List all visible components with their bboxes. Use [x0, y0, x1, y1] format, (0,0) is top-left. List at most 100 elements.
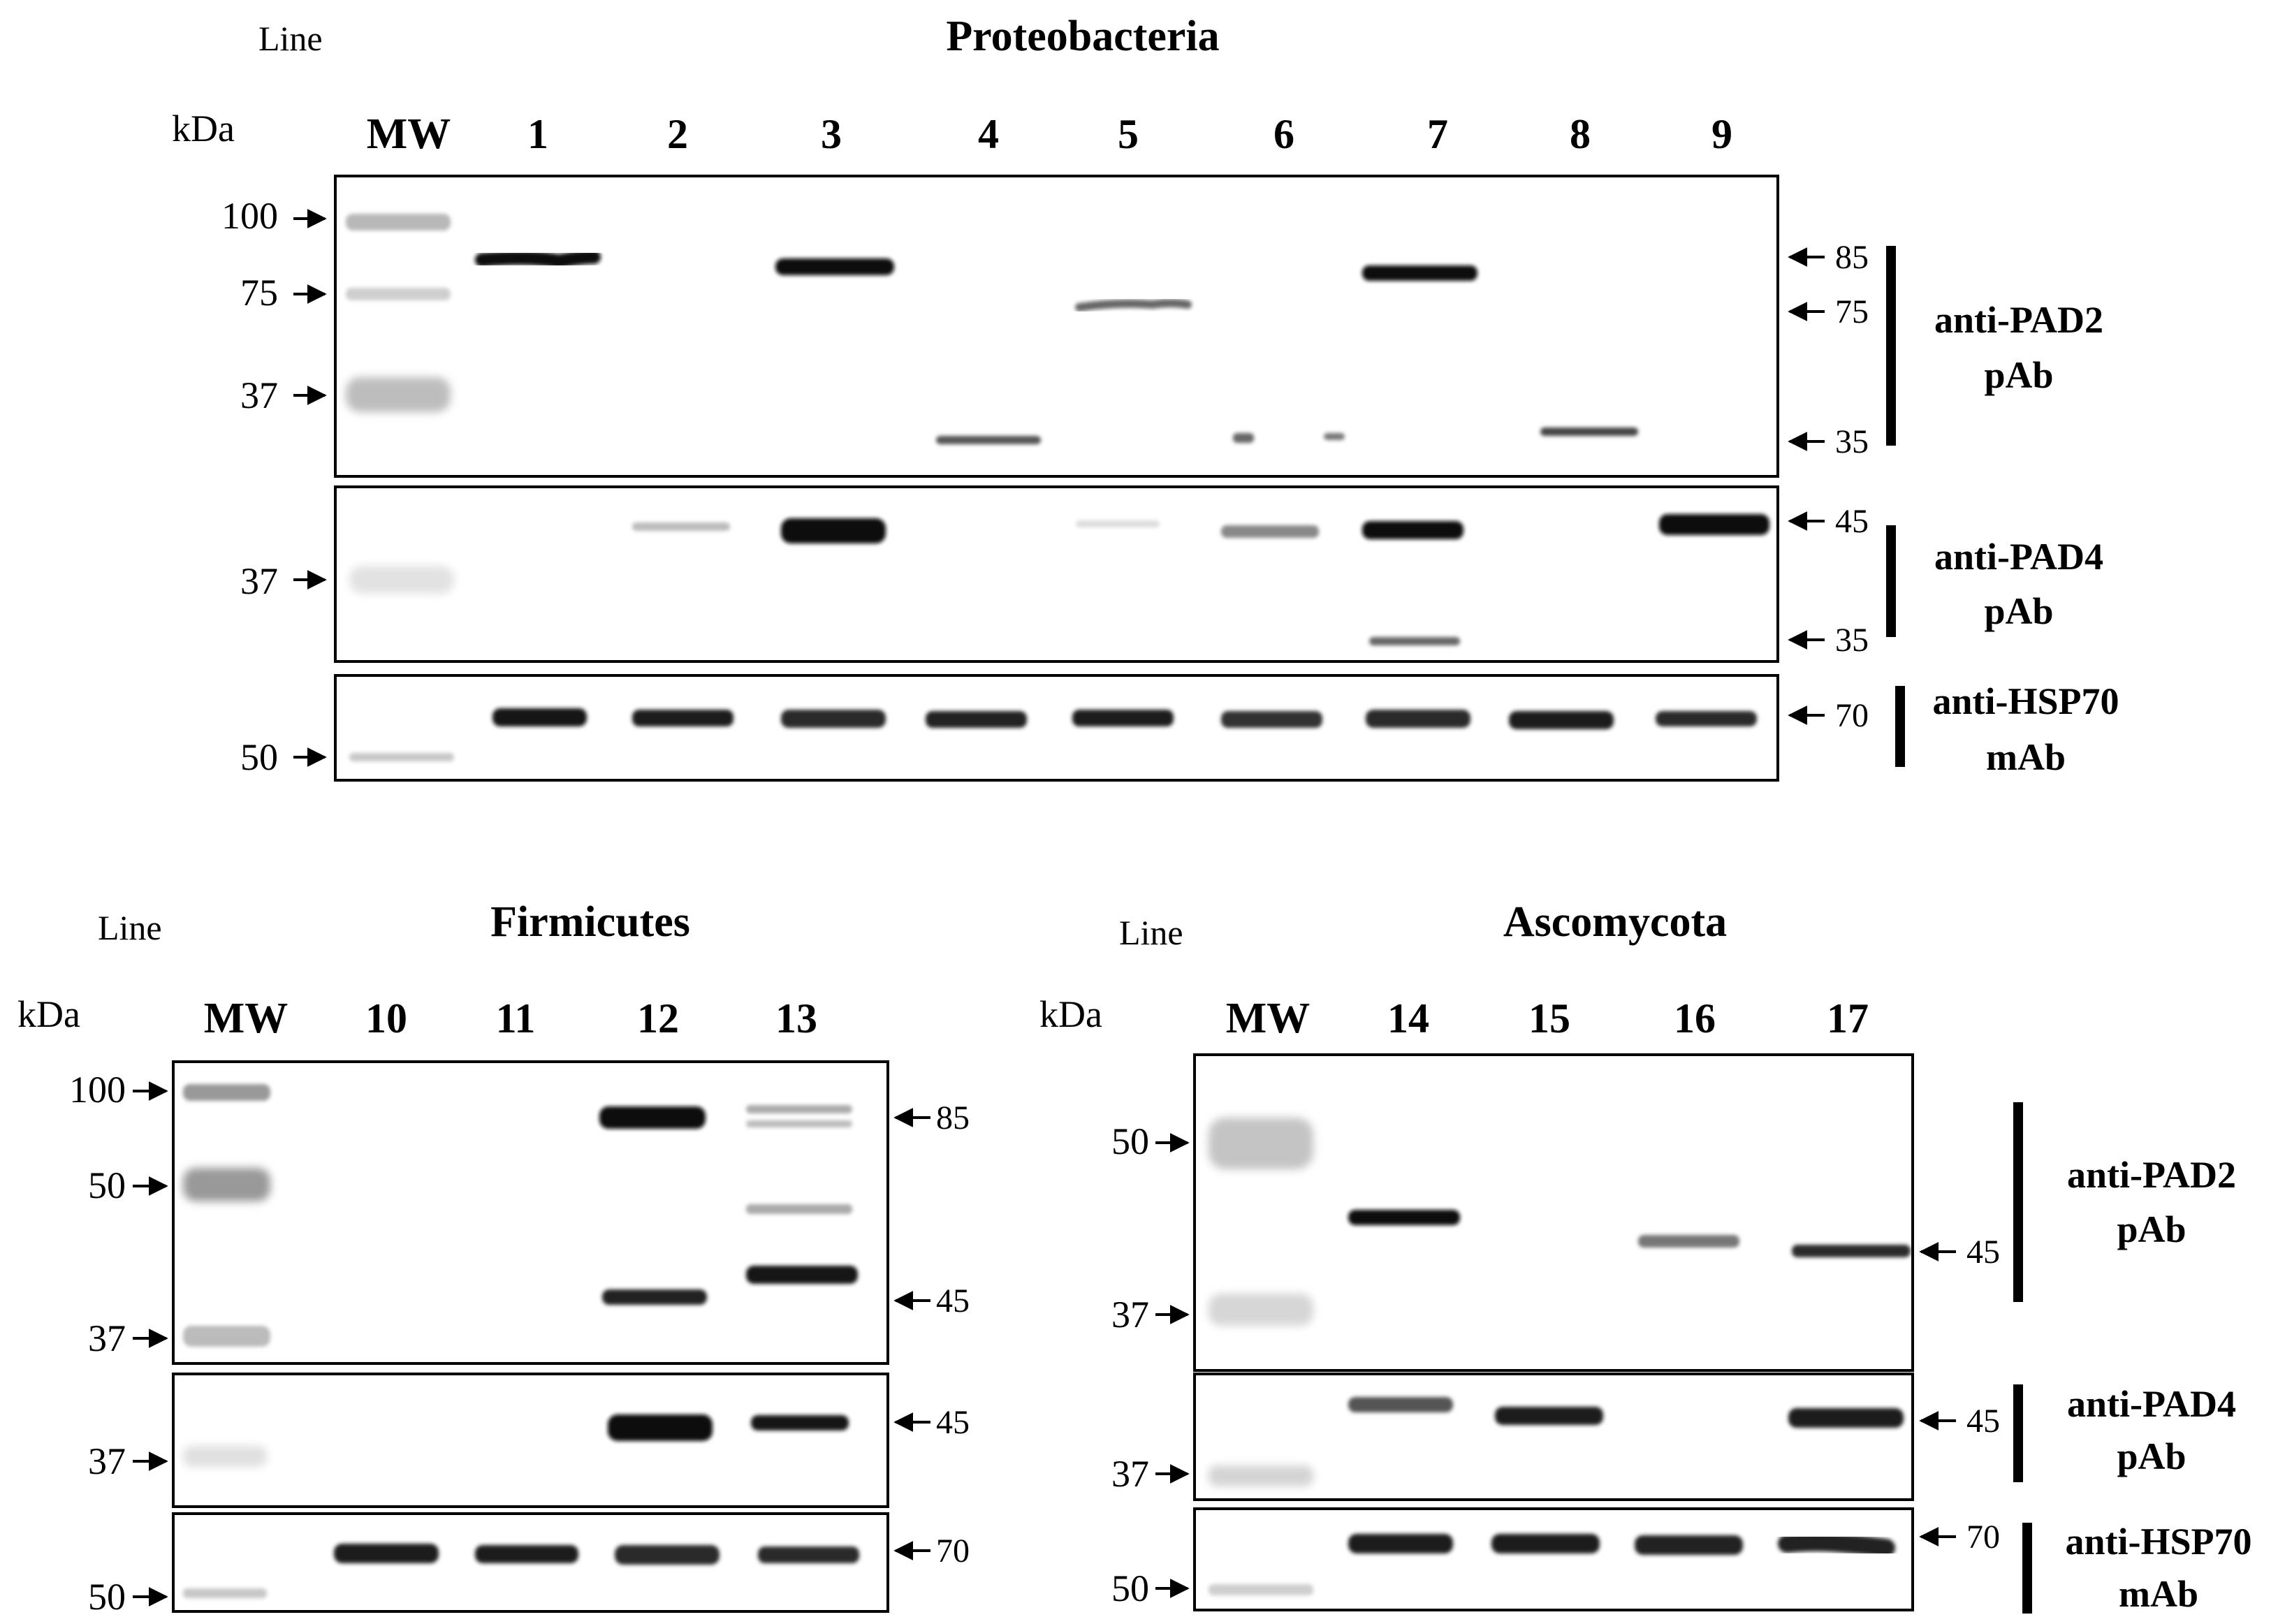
marker-label: 50 [88, 1576, 126, 1618]
lane-number: 8 [1570, 111, 1591, 157]
band-lane5-75 [1075, 299, 1192, 312]
ladder-band [349, 753, 454, 761]
marker-label: 45 [1835, 503, 1869, 540]
band-lane13-45 [751, 1415, 849, 1431]
marker-label: 70 [936, 1532, 970, 1570]
lane-number: 13 [775, 995, 817, 1041]
line-label: Line [1119, 913, 1183, 952]
antibody-label: anti-PAD4 [2067, 1383, 2236, 1425]
band-lane6-70 [1221, 711, 1322, 728]
marker-label: 75 [240, 272, 278, 314]
band-lane2-70 [632, 710, 733, 726]
antibody-bracket [1886, 525, 1896, 637]
band-lane6-45 [1221, 525, 1319, 538]
antibody-bracket [2013, 1102, 2023, 1302]
antibody-bracket [1895, 686, 1905, 767]
blot-pad4: 37 45 [88, 1373, 970, 1508]
marker-label: 37 [88, 1317, 126, 1359]
band-lane13-mid [746, 1204, 852, 1214]
lane-number: 4 [978, 111, 999, 157]
kda-label: kDa [172, 108, 235, 149]
antibody-label-type: mAb [1986, 736, 2066, 778]
band-lane7-85 [1362, 265, 1477, 281]
ladder-band [346, 288, 451, 300]
band-lane13-85b [746, 1120, 852, 1127]
band-lane17-70 [1778, 1533, 1895, 1557]
band-lane3-85 [775, 258, 894, 275]
band-lane17-45 [1788, 1408, 1904, 1428]
blot-frame [1193, 1373, 1914, 1501]
panel-title: Ascomycota [1503, 898, 1727, 946]
band-lane5-70 [1072, 710, 1174, 726]
antibody-label-type: pAb [2117, 1208, 2186, 1250]
blot-hsp70: 50 70 anti-HSP70 mAb [1111, 1507, 2252, 1615]
markers-right: 85 75 35 [1788, 239, 1869, 460]
line-label: Line [98, 908, 162, 947]
mw-label: MW [367, 110, 451, 158]
marker-label: 50 [240, 736, 278, 778]
lane-numbers: 1 2 3 4 5 6 7 8 9 [527, 111, 1732, 157]
marker-label: 50 [1111, 1567, 1149, 1609]
band-lane11-70 [475, 1545, 578, 1563]
antibody-label: anti-PAD4 [1934, 536, 2103, 578]
panel-proteobacteria: Line Proteobacteria kDa MW 1 2 3 4 5 6 7… [172, 13, 2119, 782]
band-lane6-35 [1233, 433, 1254, 443]
blot-pad4: 37 45 35 anti-PAD4 pAb [240, 485, 2103, 663]
band-lane7-35 [1369, 637, 1460, 645]
panel-title: Proteobacteria [946, 13, 1219, 60]
band-lane7-70 [1366, 710, 1470, 728]
blot-frame [334, 175, 1779, 478]
band-lane3-45 [781, 518, 886, 543]
marker-label: 70 [1966, 1519, 2000, 1556]
marker-label: 45 [1966, 1234, 2000, 1271]
lane-number: 7 [1427, 111, 1448, 157]
blot-frame [334, 485, 1779, 663]
marker-label: 100 [69, 1069, 126, 1111]
antibody-label-type: mAb [2119, 1573, 2198, 1615]
antibody-bracket [2022, 1523, 2032, 1614]
band-lane12-85 [599, 1106, 706, 1129]
ladder-band [183, 1326, 270, 1347]
marker-label: 85 [1835, 239, 1869, 276]
mw-label: MW [1226, 995, 1311, 1042]
lane-number: 14 [1387, 995, 1429, 1041]
lane-numbers: 10 11 12 13 [365, 995, 817, 1041]
panel-firmicutes: Line Firmicutes kDa MW 10 11 12 13 100 5… [17, 898, 970, 1618]
marker-label: 75 [1835, 293, 1869, 330]
antibody-label: anti-HSP70 [2065, 1521, 2251, 1563]
band-lane15-70 [1491, 1534, 1600, 1553]
marker-label: 100 [221, 195, 278, 237]
band-lane6-35b [1324, 433, 1345, 440]
marker-label: 35 [1835, 622, 1869, 659]
ladder-band [1209, 1465, 1313, 1486]
ladder-band [1209, 1584, 1313, 1595]
ladder-band [183, 1446, 267, 1467]
blot-frame [172, 1373, 889, 1508]
band-lane1-85 [475, 250, 601, 269]
lane-number: 5 [1118, 111, 1139, 157]
mw-ladder [346, 214, 451, 412]
band-lane17-45 [1792, 1245, 1911, 1257]
marker-label: 37 [88, 1440, 126, 1482]
band-lane2-45 [632, 522, 730, 531]
band-lane12-70 [615, 1545, 720, 1565]
ladder-band [183, 1588, 267, 1598]
band-lane8-35 [1540, 427, 1638, 436]
lane-number: 12 [637, 995, 679, 1041]
band-lane12-45 [602, 1289, 707, 1305]
band-lane10-70 [334, 1544, 439, 1563]
ladder-band [346, 377, 451, 412]
band-lane13-85 [746, 1105, 852, 1113]
mw-label: MW [204, 995, 289, 1042]
lane-number: 17 [1827, 995, 1869, 1041]
band-lane14-45 [1348, 1210, 1460, 1225]
marker-label: 50 [1111, 1120, 1149, 1162]
lane-numbers: 14 15 16 17 [1387, 995, 1869, 1041]
lane-number: 16 [1674, 995, 1716, 1041]
antibody-label: anti-PAD2 [2067, 1154, 2236, 1196]
marker-label: 45 [936, 1404, 970, 1441]
lane-number: 1 [527, 111, 548, 157]
blot-hsp70: 50 70 [88, 1512, 970, 1618]
blot-pad2: 100 50 37 85 45 [69, 1060, 970, 1365]
